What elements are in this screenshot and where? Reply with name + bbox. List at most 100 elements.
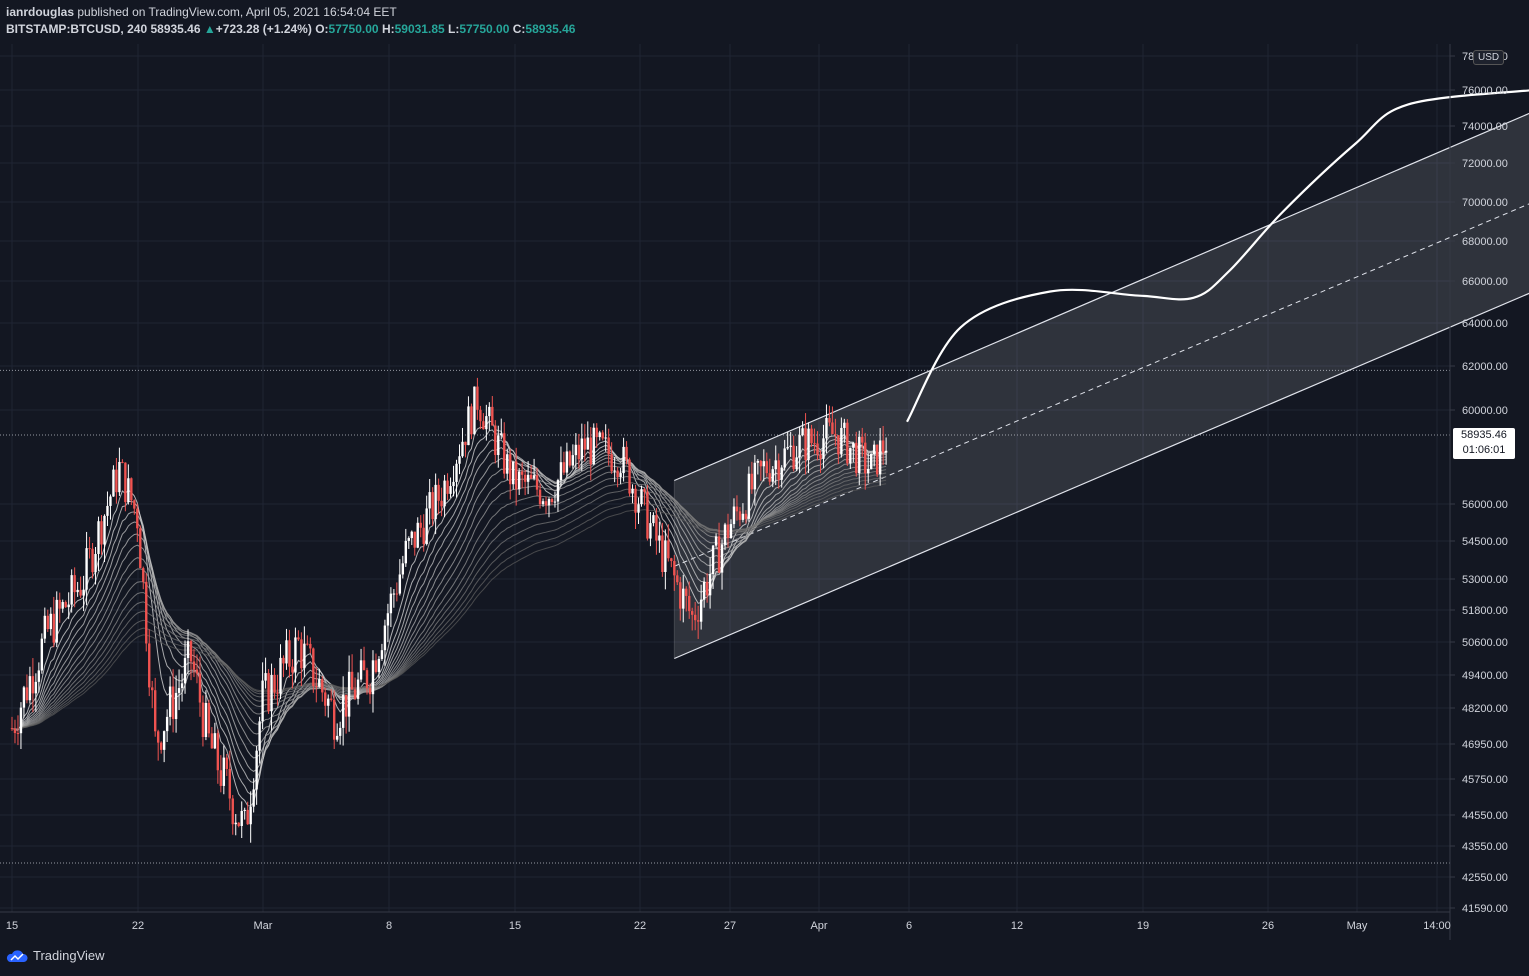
tradingview-logo[interactable]: TradingView [6,948,105,963]
candle-body [294,637,297,673]
ma-line [11,420,887,807]
candle-body [717,536,721,573]
candle-body [335,735,339,740]
candle-body [822,438,825,459]
candle-body [843,422,846,428]
candle-body [529,474,533,479]
candle-body [604,437,607,439]
candle-body [270,674,273,712]
candle-body [216,733,220,771]
last-price: 58935.46 [150,22,201,36]
candle-body [327,698,330,706]
candle-body [410,531,413,539]
x-tick-label: 8 [386,920,392,932]
symbol-label[interactable]: BITSTAMP:BTCUSD, 240 [6,22,148,36]
candle-body [855,442,858,474]
candle-body [482,421,485,430]
candle-body [109,496,112,506]
candles [10,377,888,843]
candle-body [619,473,622,478]
candle-body [562,462,566,473]
currency-badge[interactable]: USD [1473,50,1505,65]
candle-body [541,501,545,505]
ma-line [12,483,887,730]
candle-body [449,486,452,494]
candle-body [219,770,223,786]
ma-line [11,456,887,735]
candle-body [374,660,378,672]
candle-body [46,615,49,630]
candle-body [40,638,44,671]
candle-body [631,488,634,494]
candle-body [210,733,214,749]
candle-body [780,467,783,480]
candle-body [676,575,679,583]
candle-body [523,474,527,482]
candle-body [333,699,336,740]
candle-body [124,462,127,503]
candle-body [661,535,664,572]
candle-body [171,686,175,720]
candle-body [416,522,419,548]
candle-body [768,473,771,482]
candle-body [535,475,539,490]
candle-body [228,768,231,799]
candle-body [503,433,506,474]
candle-body [867,468,870,474]
candle-body [177,688,181,693]
candle-body [786,447,789,449]
candle-body [243,809,246,811]
candle-body [613,470,616,472]
candle-body [846,422,849,464]
candle-body [365,670,369,689]
candle-body [237,822,240,827]
candle-body [174,692,178,720]
candle-body [840,427,843,455]
candle-body [195,669,199,674]
candle-body [726,524,730,538]
candle-body [628,459,631,494]
candle-body [106,505,109,516]
publisher-name[interactable]: ianrdouglas [6,5,75,19]
candle-body [380,650,384,659]
candle-body [783,448,786,468]
y-tick-label: 46950.00 [1462,739,1508,751]
close-value: 58935.46 [525,22,576,36]
candle-body [303,643,306,669]
candle-body [79,589,82,596]
candle-body [198,673,202,703]
x-tick-label: 12 [1011,920,1023,932]
candle-body [872,444,876,454]
candle-body [526,474,530,482]
brand-name: TradingView [33,948,105,963]
candle-body [884,450,888,453]
candle-body [509,454,512,485]
current-price-value: 58935.46 [1461,429,1507,441]
candle-body [43,615,47,639]
y-tick-label: 54500.00 [1462,536,1508,548]
candle-body [646,491,649,539]
candle-body [353,689,357,699]
candle-body [258,721,261,751]
ma-ribbon [11,420,887,807]
y-tick-label: 60000.00 [1462,405,1508,417]
candle-body [774,460,777,470]
candle-body [82,589,85,596]
candle-body [708,574,712,596]
candle-body [580,438,584,460]
candle-body [464,441,467,446]
candle-body [70,575,73,605]
x-tick-label: 15 [509,920,521,932]
candle-body [691,611,694,615]
y-tick-label: 66000.00 [1462,276,1508,288]
candle-body [500,433,503,436]
candle-body [201,702,205,737]
candle-body [702,581,706,600]
candle-body [610,454,613,472]
open-label: O: [315,22,329,36]
candle-body [347,671,351,717]
candle-body [321,679,324,693]
candle-body [458,456,461,464]
candle-body [168,686,172,717]
